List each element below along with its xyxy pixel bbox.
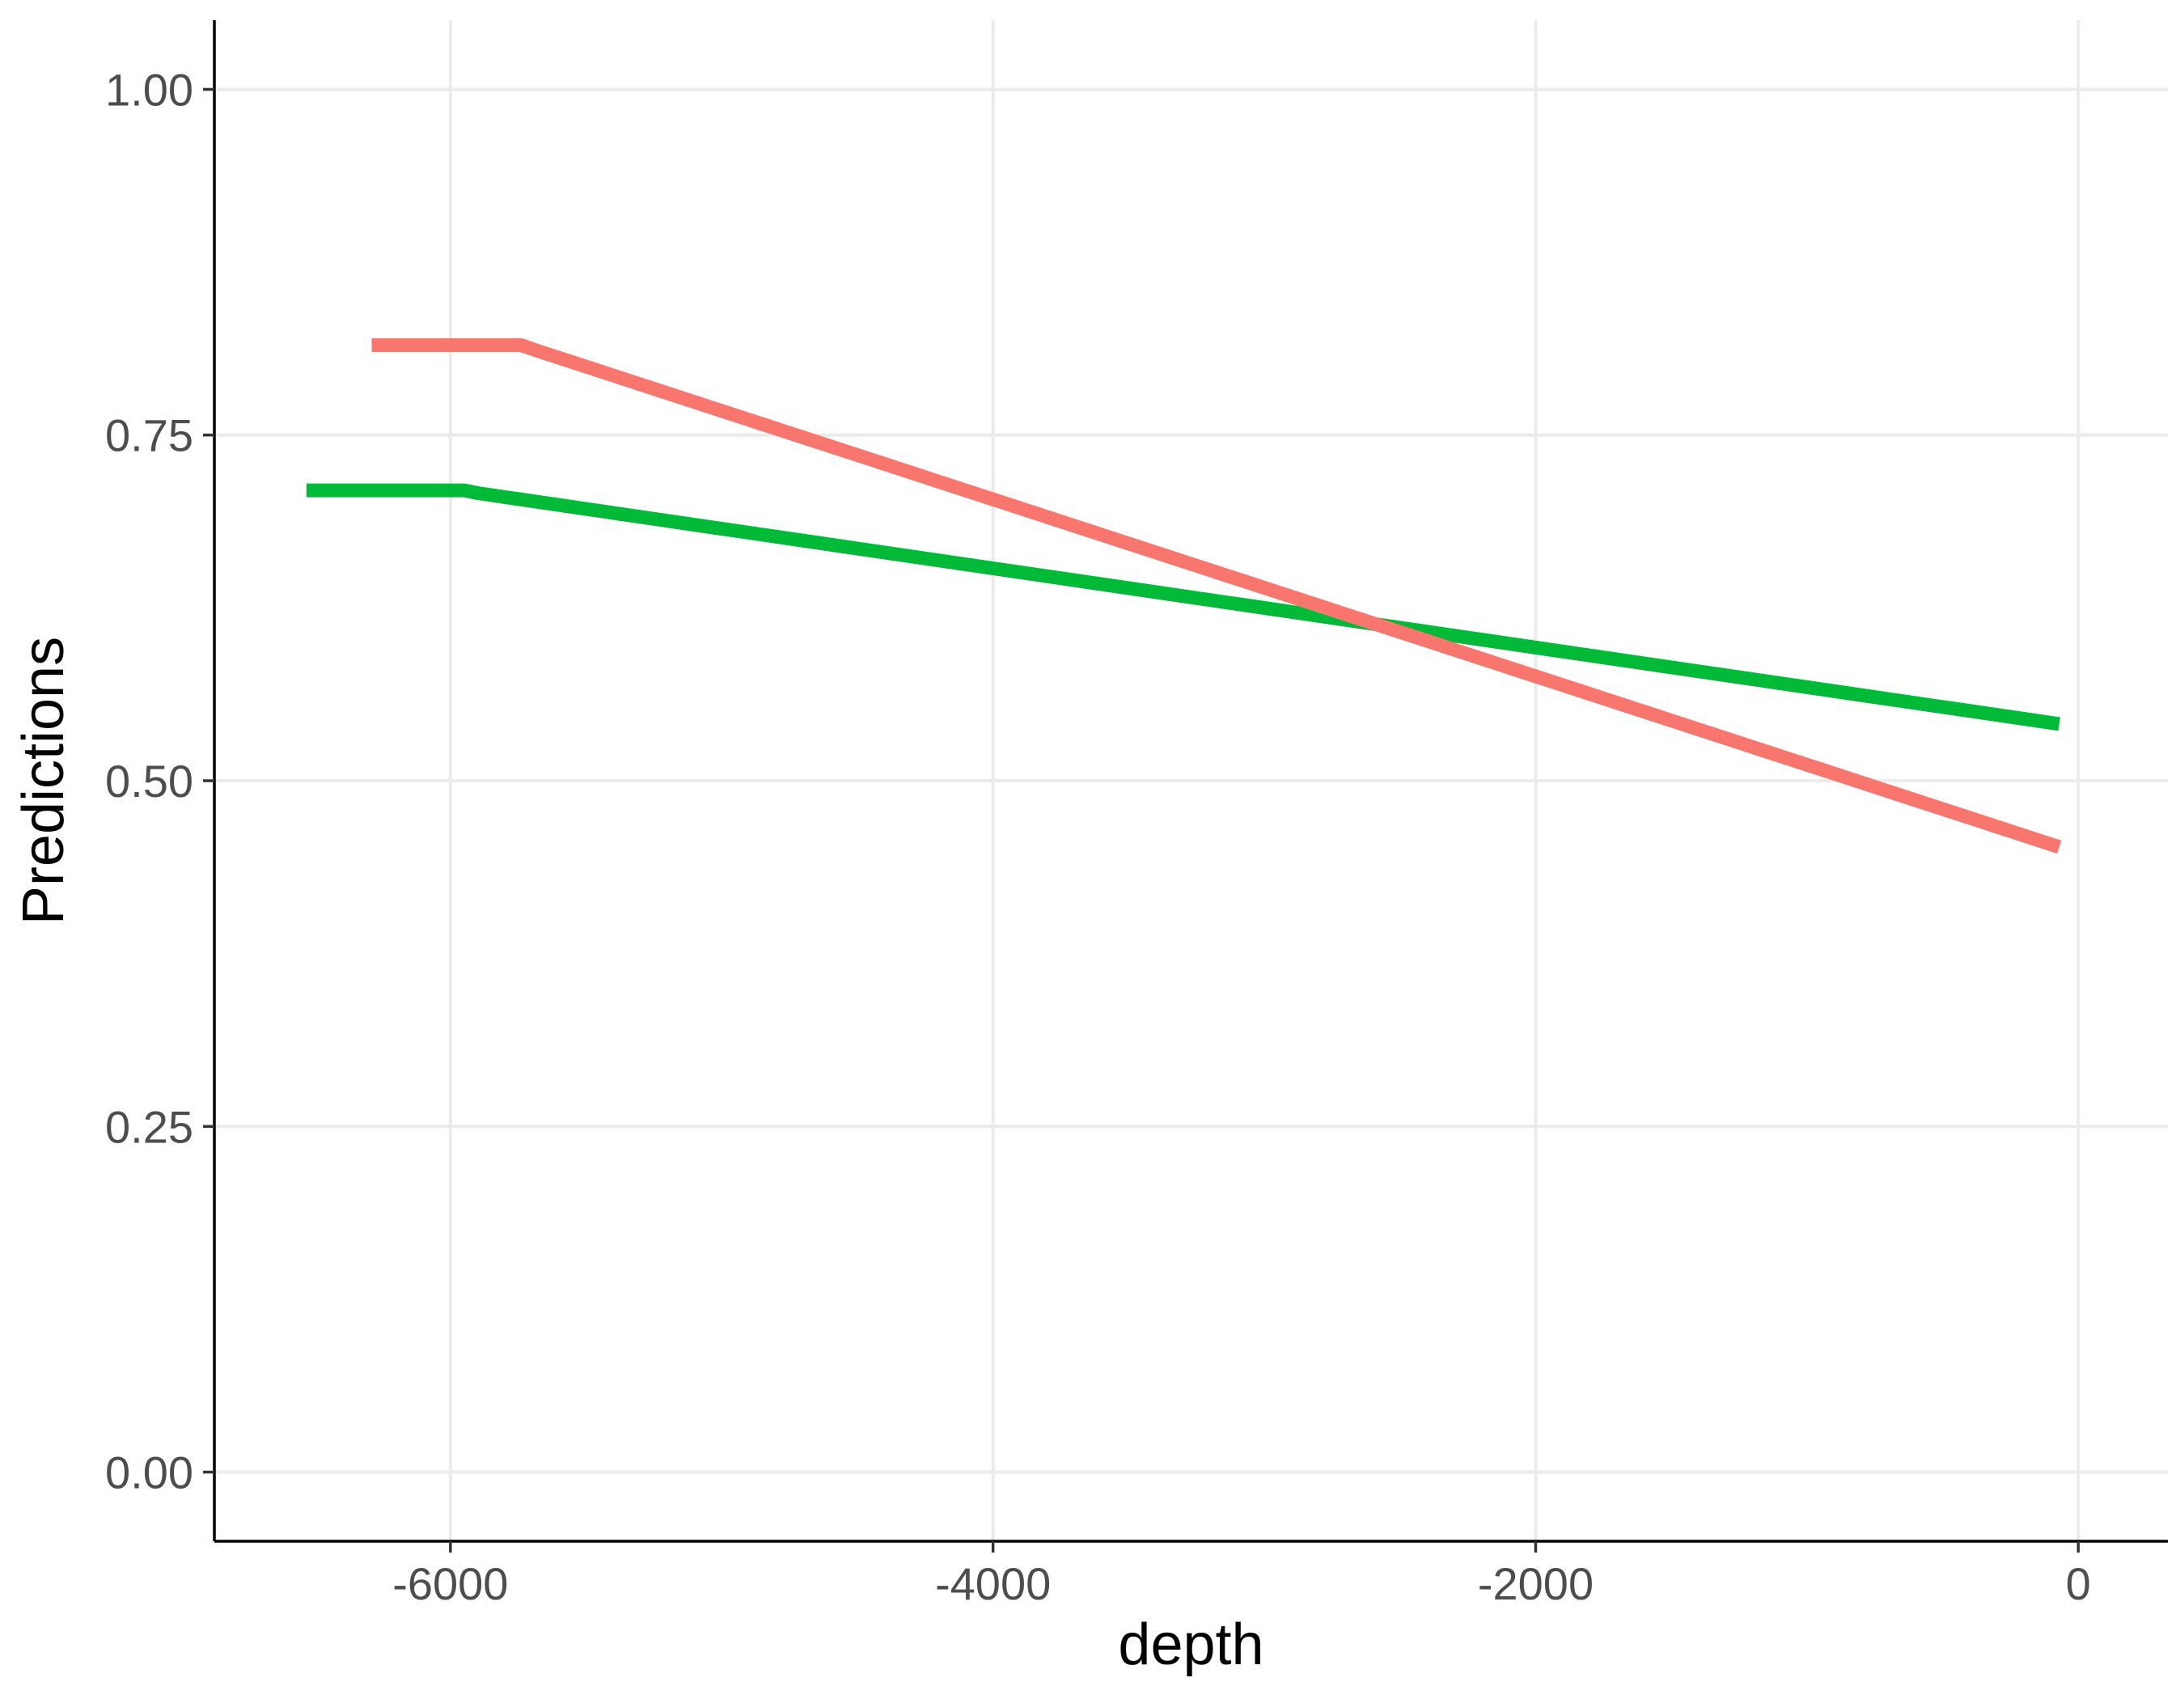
x-axis-title: depth bbox=[1118, 1612, 1263, 1677]
x-tick-label: -2000 bbox=[1478, 1558, 1594, 1609]
x-tick-label: 0 bbox=[2066, 1558, 2091, 1609]
y-tick-label: 0.50 bbox=[105, 756, 193, 807]
y-tick-label: 0.00 bbox=[105, 1447, 193, 1498]
series-group bbox=[307, 338, 2062, 854]
y-tick-label: 0.25 bbox=[105, 1101, 193, 1152]
y-tick-label: 1.00 bbox=[105, 64, 193, 115]
gridlines bbox=[214, 20, 2168, 1541]
x-axis-ticks: -6000 -4000 -2000 0 bbox=[392, 1541, 2091, 1609]
series-line-1 bbox=[307, 483, 2061, 731]
x-tick-label: -6000 bbox=[392, 1558, 508, 1609]
x-tick-label: -4000 bbox=[935, 1558, 1051, 1609]
y-axis-title: Predictions bbox=[11, 637, 76, 925]
series-line-2 bbox=[371, 338, 2062, 854]
y-axis-ticks: 0.00 0.25 0.50 0.75 1.00 bbox=[105, 64, 214, 1498]
y-tick-label: 0.75 bbox=[105, 410, 193, 461]
